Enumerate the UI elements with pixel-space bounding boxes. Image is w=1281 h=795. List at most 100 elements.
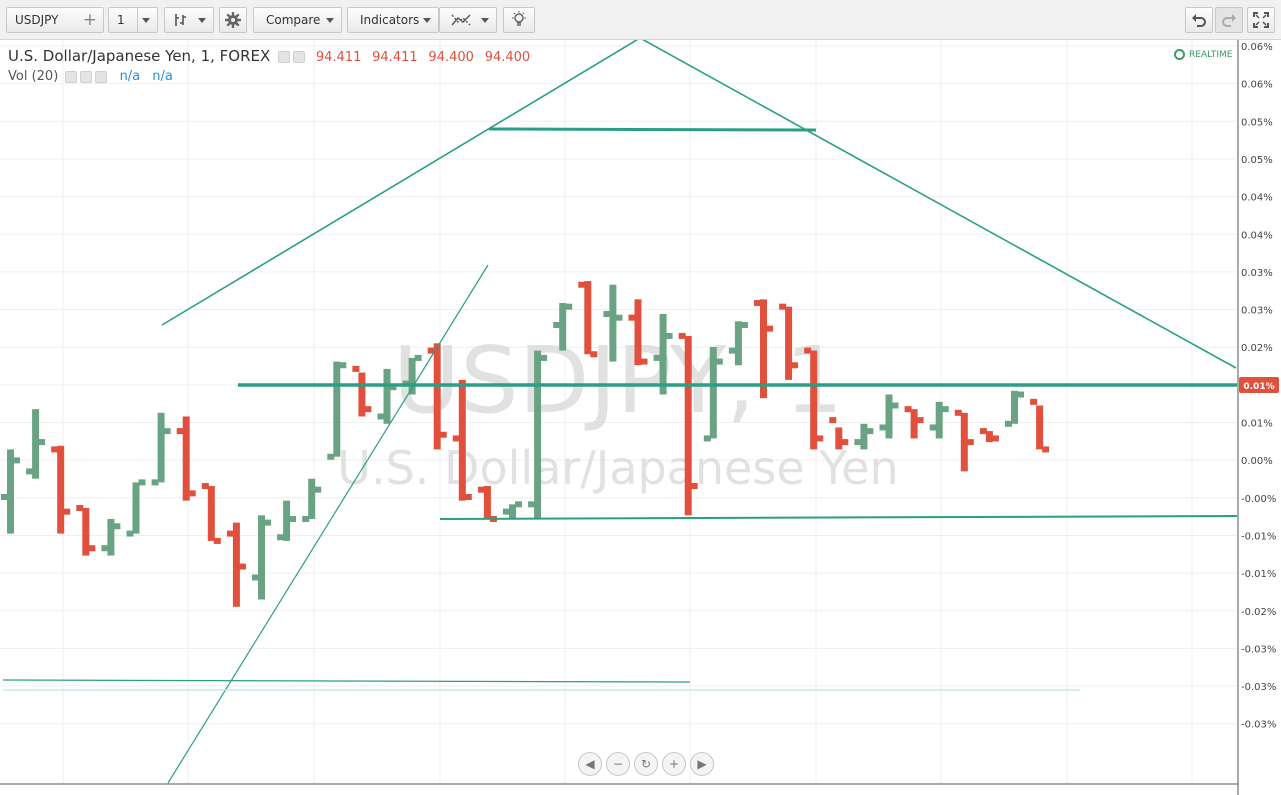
ohlc-bar — [503, 501, 522, 519]
price-tick-label: 0.05% — [1241, 155, 1273, 166]
chart-navigation: ◀ − ↻ + ▶ — [578, 752, 718, 776]
compare-button[interactable]: Compare — [253, 7, 342, 33]
ohlc-bar — [452, 379, 472, 501]
ohlc-bar — [226, 522, 246, 607]
legend-high: 94.411 — [372, 50, 418, 65]
ohlc-bar — [829, 417, 849, 450]
current-price-marker: 0.01% — [1239, 377, 1279, 393]
price-tick-label: -0.01% — [1241, 531, 1276, 542]
ohlc-bar — [352, 365, 372, 417]
ohlc-bar — [603, 284, 623, 362]
ohlc-bar — [553, 303, 573, 351]
bar-style-icon — [175, 14, 186, 26]
symbol-search-button[interactable]: USDJPY + — [6, 7, 104, 33]
chevron-down-icon — [198, 18, 206, 23]
price-tick-label: 0.06% — [1241, 80, 1273, 91]
ohlc-bar — [954, 409, 974, 472]
symbol-label: USDJPY — [15, 13, 59, 27]
ohlc-bar — [1, 449, 20, 534]
realtime-label: REALTIME — [1189, 49, 1233, 60]
ohlc-bar — [377, 368, 397, 424]
ohlc-bar — [51, 445, 71, 534]
volume-value-2: n/a — [152, 69, 173, 84]
drawing-tools-button[interactable] — [439, 7, 497, 33]
price-scale[interactable]: 0.06% 0.06% 0.05% 0.05% 0.04% 0.04% 0.03% 0.03%… — [1237, 40, 1279, 795]
zoom-in-icon[interactable]: + — [662, 752, 686, 776]
legend-close: 94.400 — [484, 50, 531, 65]
ohlc-bar — [653, 314, 673, 395]
eye-icon[interactable] — [278, 50, 291, 63]
gear-icon — [225, 12, 241, 28]
chart-toolbar: USDJPY + 1 Compare Indicators — [0, 0, 1281, 40]
chevron-down-icon — [423, 18, 431, 23]
price-tick-label: -0.02% — [1241, 607, 1276, 618]
ohlc-bar — [327, 361, 347, 460]
price-tick-label: 0.04% — [1241, 193, 1273, 204]
plus-icon[interactable]: + — [82, 10, 97, 30]
compare-label: Compare — [266, 13, 321, 27]
volume-legend: Vol (20) n/a n/a — [8, 69, 173, 84]
price-tick-label: 0.02% — [1241, 343, 1273, 354]
price-chart[interactable]: USDJPY, 1 U.S. Dollar/Japanese Yen 0.06%… — [0, 40, 1281, 795]
ohlc-bar — [904, 406, 924, 439]
ohlc-bar — [754, 299, 773, 399]
ohlc-bar — [779, 303, 799, 380]
trendline-lower — [439, 515, 1238, 520]
indicators-button[interactable]: Indicators — [347, 7, 439, 33]
price-tick-label: -0.03% — [1241, 720, 1276, 731]
trendline-triangle — [161, 40, 1237, 369]
indicators-label: Indicators — [360, 13, 420, 27]
redo-button[interactable] — [1215, 7, 1243, 33]
scroll-right-icon[interactable]: ▶ — [690, 752, 714, 776]
interval-select[interactable]: 1 — [108, 7, 158, 33]
price-tick-label: 0.03% — [1241, 306, 1273, 317]
fullscreen-button[interactable] — [1247, 7, 1275, 33]
ohlc-bar — [427, 343, 447, 450]
settings-button[interactable] — [219, 7, 247, 33]
symbol-legend: U.S. Dollar/Japanese Yen, 1, FOREX 94.41… — [8, 47, 530, 65]
ohlc-bar — [201, 483, 221, 544]
ohlc-bar — [854, 423, 874, 450]
scroll-left-icon[interactable]: ◀ — [578, 752, 602, 776]
clock-icon — [1174, 49, 1185, 60]
drawing-layer[interactable] — [2, 40, 1238, 784]
eye-icon[interactable] — [65, 70, 78, 83]
reset-icon[interactable]: ↻ — [634, 752, 658, 776]
ohlc-bar — [252, 515, 271, 600]
gear-icon[interactable] — [80, 70, 93, 83]
watermark-name: U.S. Dollar/Japanese Yen — [337, 441, 898, 495]
ohlc-bar — [979, 428, 999, 443]
close-icon[interactable] — [95, 70, 108, 83]
gear-icon[interactable] — [293, 50, 306, 63]
chevron-down-icon — [326, 18, 334, 23]
price-tick-label: -0.01% — [1241, 569, 1276, 580]
trendline-neckline — [488, 127, 817, 132]
zoom-out-icon[interactable]: − — [606, 752, 630, 776]
ohlc-bar — [703, 346, 723, 442]
trendline-bottom-left — [2, 679, 691, 683]
volume-label: Vol (20) — [8, 69, 59, 84]
legend-open: 94.411 — [315, 50, 362, 65]
ohlc-bar — [76, 504, 96, 556]
ohlc-bar — [728, 321, 748, 366]
realtime-indicator: REALTIME — [1174, 49, 1232, 60]
price-tick-label: -0.03% — [1241, 682, 1276, 693]
lightbulb-icon — [512, 11, 526, 26]
ohlc-bar — [678, 332, 698, 516]
ohlc-bar — [126, 479, 146, 537]
ohlc-bar — [26, 409, 46, 479]
ideas-button[interactable] — [503, 7, 535, 33]
current-price-label: 0.01% — [1243, 382, 1274, 392]
bar-style-button[interactable] — [164, 7, 214, 33]
ohlc-bar — [578, 281, 598, 358]
ohlc-bar — [1005, 390, 1024, 427]
chart-watermark: USDJPY, 1 U.S. Dollar/Japanese Yen — [337, 327, 898, 495]
ohlc-bar — [176, 416, 196, 501]
ohlc-bars — [1, 281, 1050, 607]
undo-button[interactable] — [1185, 7, 1213, 33]
ohlc-bar — [528, 350, 548, 519]
ohlc-bar — [1030, 398, 1050, 453]
ohlc-bar — [628, 299, 648, 366]
price-tick-label: 0.04% — [1241, 230, 1273, 241]
indicator-icon — [451, 14, 471, 26]
